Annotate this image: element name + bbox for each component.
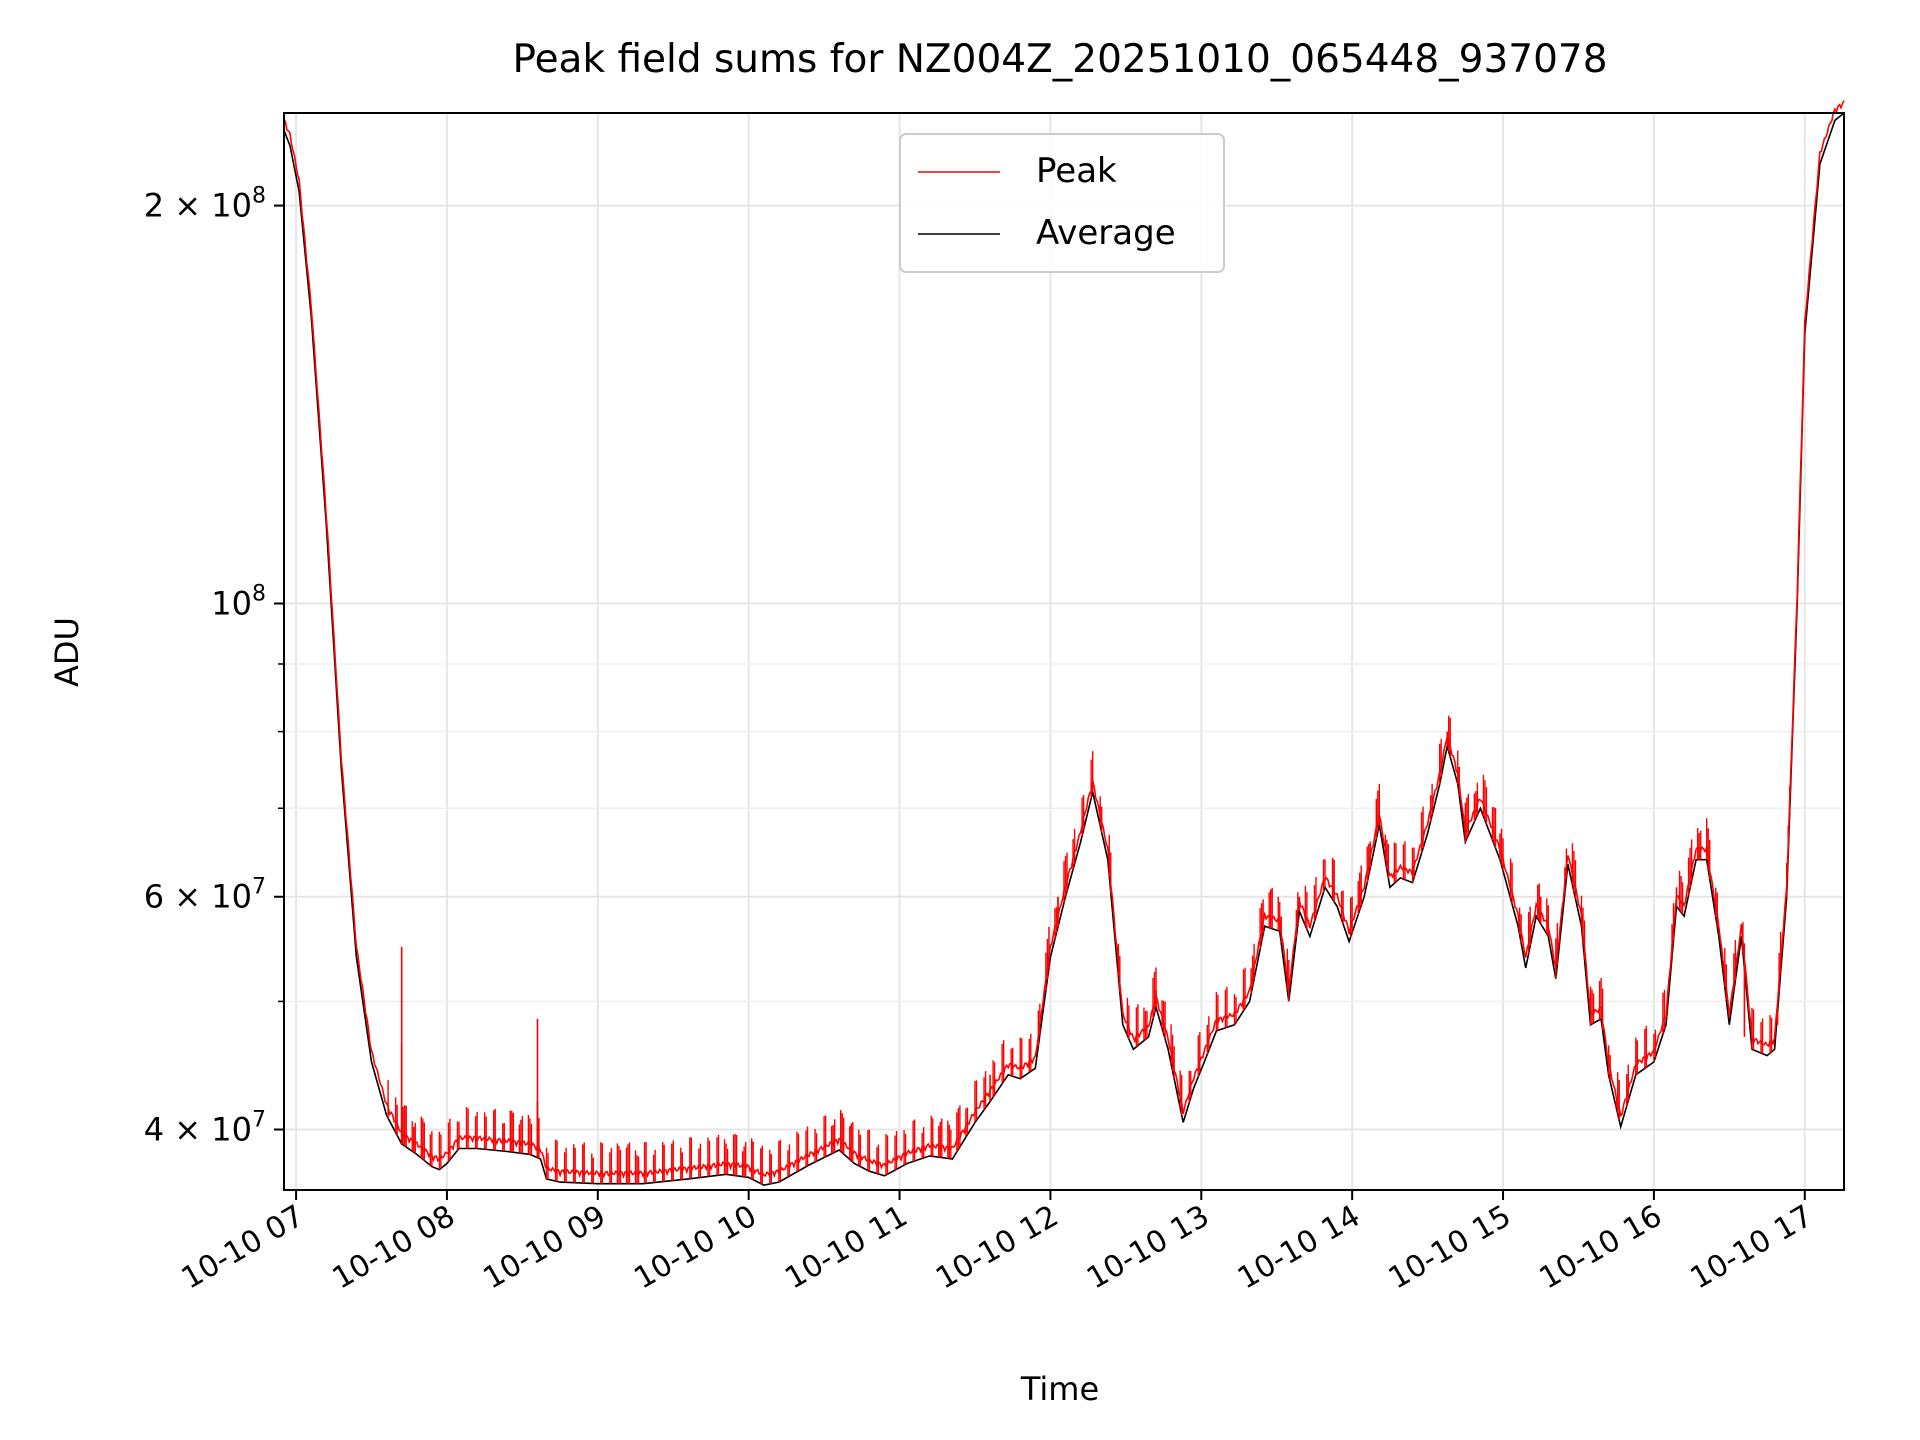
x-axis-label: Time: [1020, 1370, 1099, 1408]
legend-peak-label: Peak: [1036, 151, 1117, 191]
plot-frame: [283, 112, 1845, 1191]
y-tick-label: 108: [211, 581, 266, 622]
legend: Peak Average: [899, 133, 1225, 273]
peak-series: [283, 100, 1845, 1185]
legend-average-label: Average: [1036, 213, 1176, 253]
y-tick-label: 6 × 107: [144, 875, 266, 916]
y-axis-label: ADU: [48, 617, 86, 687]
chart-title: Peak field sums for NZ004Z_20251010_0654…: [512, 37, 1607, 82]
legend-box: [899, 133, 1225, 273]
y-tick-label: 4 × 107: [144, 1108, 266, 1149]
y-tick-label: 2 × 108: [144, 184, 266, 225]
